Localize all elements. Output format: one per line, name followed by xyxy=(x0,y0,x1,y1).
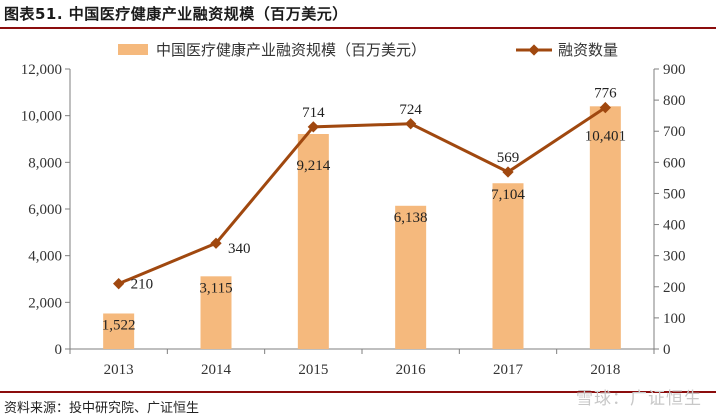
y-right-tick-label: 600 xyxy=(663,155,686,171)
y-right-tick-label: 100 xyxy=(663,311,686,327)
figure-title: 图表51. 中国医疗健康产业融资规模（百万美元） xyxy=(4,5,348,23)
y-left-tick-label: 4,000 xyxy=(28,249,62,265)
bar-value-label: 9,214 xyxy=(296,158,330,174)
legend-bar-swatch xyxy=(118,44,148,55)
bar-2017 xyxy=(492,183,524,349)
y-right-tick-label: 500 xyxy=(663,186,686,202)
bar-2018 xyxy=(589,106,621,349)
bar-2015 xyxy=(297,134,329,349)
bar-value-label: 1,522 xyxy=(102,317,136,333)
y-right-tick-label: 700 xyxy=(663,124,686,140)
x-tick-label: 2013 xyxy=(104,362,134,378)
line-value-label: 210 xyxy=(131,277,154,293)
bar-value-label: 3,115 xyxy=(199,280,232,296)
bar-2016 xyxy=(395,205,427,349)
x-tick-label: 2015 xyxy=(298,362,328,378)
line-series xyxy=(118,106,607,286)
y-right-tick-label: 200 xyxy=(663,280,686,296)
y-right-tick-label: 400 xyxy=(663,218,686,234)
title-rule xyxy=(0,27,716,29)
line-point-2013 xyxy=(113,278,125,290)
line-point-2017 xyxy=(502,166,514,178)
y-left-tick-label: 0 xyxy=(55,342,63,358)
y-right-tick-label: 900 xyxy=(663,62,686,78)
y-left-tick-label: 6,000 xyxy=(28,202,62,218)
x-tick-label: 2016 xyxy=(396,362,427,378)
chart: 0 2,000 4,000 6,000 8,000 10,000 12,000 0 100 200… xyxy=(21,41,686,378)
line-value-label: 569 xyxy=(497,150,520,166)
line-value-label: 776 xyxy=(594,86,617,102)
legend-bar-label: 中国医疗健康产业融资规模（百万美元） xyxy=(156,41,426,59)
y-left-tick-label: 8,000 xyxy=(28,155,62,171)
line-value-label: 724 xyxy=(399,102,422,118)
line-value-label: 340 xyxy=(228,241,251,257)
line-value-label: 714 xyxy=(302,105,325,121)
watermark: 雪球：广证恒生 xyxy=(576,389,702,409)
source-note: 资料来源：投中研究院、广证恒生 xyxy=(4,401,200,416)
y-right-tick-label: 0 xyxy=(663,342,671,358)
bar-value-label: 6,138 xyxy=(394,210,428,226)
y-left-tick-label: 12,000 xyxy=(21,62,62,78)
y-right-tick-label: 800 xyxy=(663,93,686,109)
legend-line-marker xyxy=(528,44,540,56)
bar-value-label: 10,401 xyxy=(585,128,626,144)
line-point-2016 xyxy=(405,118,417,130)
line-point-2014 xyxy=(210,237,222,249)
y-right-tick-label: 300 xyxy=(663,249,686,265)
y-left-tick-label: 2,000 xyxy=(28,295,62,311)
x-tick-label: 2017 xyxy=(493,362,524,378)
y-left-tick-label: 10,000 xyxy=(21,109,62,125)
bar-value-label: 7,104 xyxy=(491,187,525,203)
legend-line-label: 融资数量 xyxy=(558,41,618,59)
bar-2013 xyxy=(103,313,135,349)
bar-2014 xyxy=(200,276,232,349)
x-tick-label: 2018 xyxy=(590,362,620,378)
source-rule xyxy=(0,391,716,393)
x-tick-label: 2014 xyxy=(201,362,232,378)
